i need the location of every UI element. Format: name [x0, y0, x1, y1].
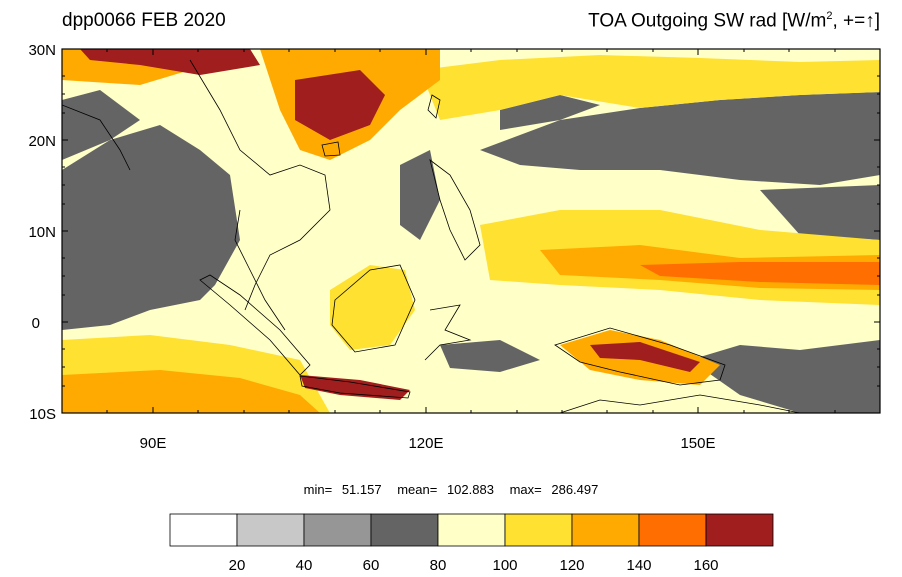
- colorbar-label: 160: [693, 557, 718, 574]
- grey-region-pacific-north: [480, 92, 880, 185]
- red-region-south-china: [295, 70, 385, 140]
- coast-philippines: [429, 159, 481, 261]
- colorbar-swatch: [571, 513, 640, 547]
- colorbar-swatch: [303, 513, 372, 547]
- colorbar-swatch: [638, 513, 707, 547]
- coastlines: [62, 59, 801, 413]
- coast-sulawesi: [424, 304, 472, 361]
- colorbar-label: 40: [296, 557, 313, 574]
- lon-label-150e: 150E: [680, 435, 715, 452]
- yellow-region-north: [420, 55, 880, 120]
- lat-label-10n: 10N: [28, 224, 56, 241]
- colorbar-label: 100: [492, 557, 517, 574]
- colorbar-label: 60: [363, 557, 380, 574]
- lon-ticks: [106, 49, 836, 413]
- stat-max: max= 286.497: [509, 482, 599, 497]
- colorbar-swatch: [169, 513, 238, 547]
- lat-label-10s: 10S: [29, 406, 56, 423]
- grey-region-coral-sea: [690, 340, 880, 413]
- grey-region-banda: [440, 340, 540, 372]
- coast-java: [299, 375, 411, 399]
- grey-region-pacific-east: [760, 185, 880, 240]
- colorbar-label: 120: [559, 557, 584, 574]
- orange-region-southern-indian: [62, 370, 320, 413]
- darkorange-region-itcz-core: [640, 262, 880, 285]
- grey-region-arabian-east: [62, 90, 140, 160]
- red-region-java: [300, 375, 410, 400]
- colorbar: 20 40 60 80 100 120 140 160: [169, 513, 774, 574]
- lat-ticks: [62, 48, 880, 414]
- colorbar-swatch: [236, 513, 305, 547]
- coast-india: [62, 104, 131, 171]
- lat-label-20n: 20N: [28, 133, 56, 150]
- colorbar-label: 20: [229, 557, 246, 574]
- colorbar-swatch: [504, 513, 573, 547]
- colorbar-label: 140: [626, 557, 651, 574]
- lon-label-90e: 90E: [140, 435, 167, 452]
- lon-label-120e: 120E: [408, 435, 443, 452]
- up-arrow-icon: ↑: [865, 10, 875, 32]
- colorbar-swatch: [437, 513, 506, 547]
- left-title: dpp0066 FEB 2020: [62, 10, 226, 31]
- coast-indochina: [189, 59, 331, 311]
- grey-region-south-china-sea: [400, 150, 440, 240]
- coast-hainan: [321, 141, 341, 157]
- right-title: TOA Outgoing SW rad [W/m2, +=↑]: [588, 10, 880, 32]
- red-region-new-guinea: [590, 342, 700, 372]
- stat-mean: mean= 102.883: [397, 482, 494, 497]
- stat-min: min= 51.157: [303, 482, 382, 497]
- lat-label-0: 0: [32, 315, 40, 332]
- red-region-tibet: [80, 49, 260, 75]
- grey-region-bay-of-bengal: [62, 125, 240, 330]
- colorbar-swatch: [370, 513, 439, 547]
- coast-taiwan: [427, 94, 441, 119]
- coast-malay-peninsula: [234, 209, 286, 331]
- coast-sumatra: [199, 274, 311, 376]
- coast-borneo: [331, 264, 416, 353]
- coast-new-guinea: [554, 327, 726, 386]
- map-field: [62, 49, 880, 413]
- lat-label-30n: 30N: [28, 42, 56, 59]
- colorbar-swatch: [705, 513, 774, 547]
- coast-australia-north: [559, 394, 801, 413]
- stats-line: min= 51.157 mean= 102.883 max= 286.497: [0, 482, 902, 497]
- colorbar-label: 80: [430, 557, 447, 574]
